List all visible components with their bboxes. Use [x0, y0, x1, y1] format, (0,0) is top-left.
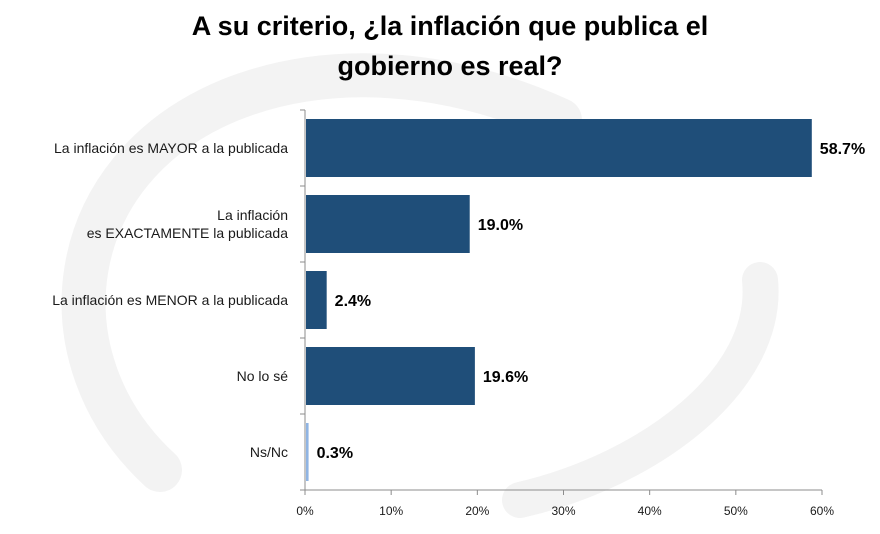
- x-tick-label: 0%: [296, 504, 314, 518]
- category-label: No lo sé: [237, 368, 289, 384]
- bar: [306, 347, 475, 405]
- bar: [306, 423, 309, 481]
- bar-value-label: 58.7%: [820, 141, 865, 158]
- x-tick-label: 20%: [465, 504, 489, 518]
- category-label: Ns/Nc: [250, 444, 288, 460]
- x-tick-label: 50%: [724, 504, 748, 518]
- bar: [306, 119, 812, 177]
- category-label: La inflación es MAYOR a la publicada: [54, 140, 288, 156]
- chart-title-line-1: A su criterio, ¿la inflación que publica…: [191, 11, 709, 41]
- bar: [306, 195, 470, 253]
- bar: [306, 271, 327, 329]
- bar-value-label: 0.3%: [317, 445, 353, 462]
- bar-value-label: 19.6%: [483, 369, 528, 386]
- category-label: es EXACTAMENTE la publicada: [87, 225, 288, 241]
- x-tick-label: 40%: [638, 504, 662, 518]
- category-label: La inflación: [217, 207, 288, 223]
- bar-value-label: 2.4%: [335, 293, 371, 310]
- chart-title: A su criterio, ¿la inflación que publica…: [60, 6, 840, 86]
- x-tick-label: 30%: [551, 504, 575, 518]
- x-tick-label: 60%: [810, 504, 834, 518]
- category-label: La inflación es MENOR a la publicada: [52, 292, 288, 308]
- chart-title-line-2: gobierno es real?: [337, 51, 563, 81]
- bar-value-label: 19.0%: [478, 217, 523, 234]
- x-tick-label: 10%: [379, 504, 403, 518]
